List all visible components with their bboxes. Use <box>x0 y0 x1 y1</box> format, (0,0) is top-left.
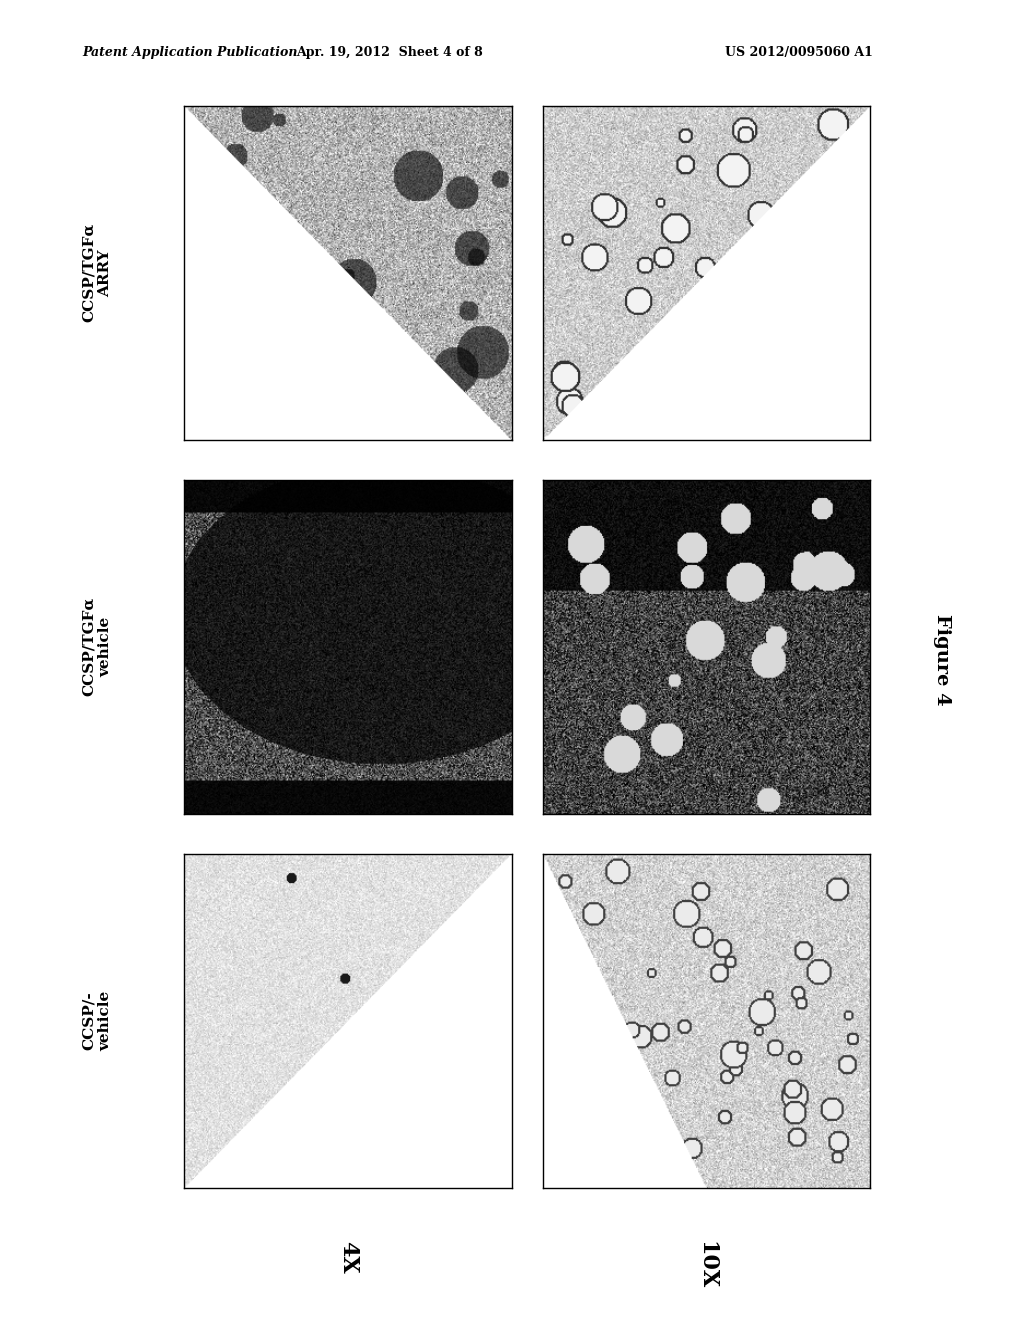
Text: US 2012/0095060 A1: US 2012/0095060 A1 <box>725 46 872 59</box>
Text: 4X: 4X <box>337 1241 359 1274</box>
Text: CCSP/TGFα
vehicle: CCSP/TGFα vehicle <box>82 597 113 697</box>
Text: Figure 4: Figure 4 <box>933 614 951 706</box>
Text: CCSP/TGFα
ARRY: CCSP/TGFα ARRY <box>82 223 113 322</box>
Text: CCSP/-
vehicle: CCSP/- vehicle <box>82 991 113 1051</box>
Text: Patent Application Publication: Patent Application Publication <box>82 46 297 59</box>
Text: Apr. 19, 2012  Sheet 4 of 8: Apr. 19, 2012 Sheet 4 of 8 <box>296 46 482 59</box>
Text: 10X: 10X <box>695 1241 718 1290</box>
